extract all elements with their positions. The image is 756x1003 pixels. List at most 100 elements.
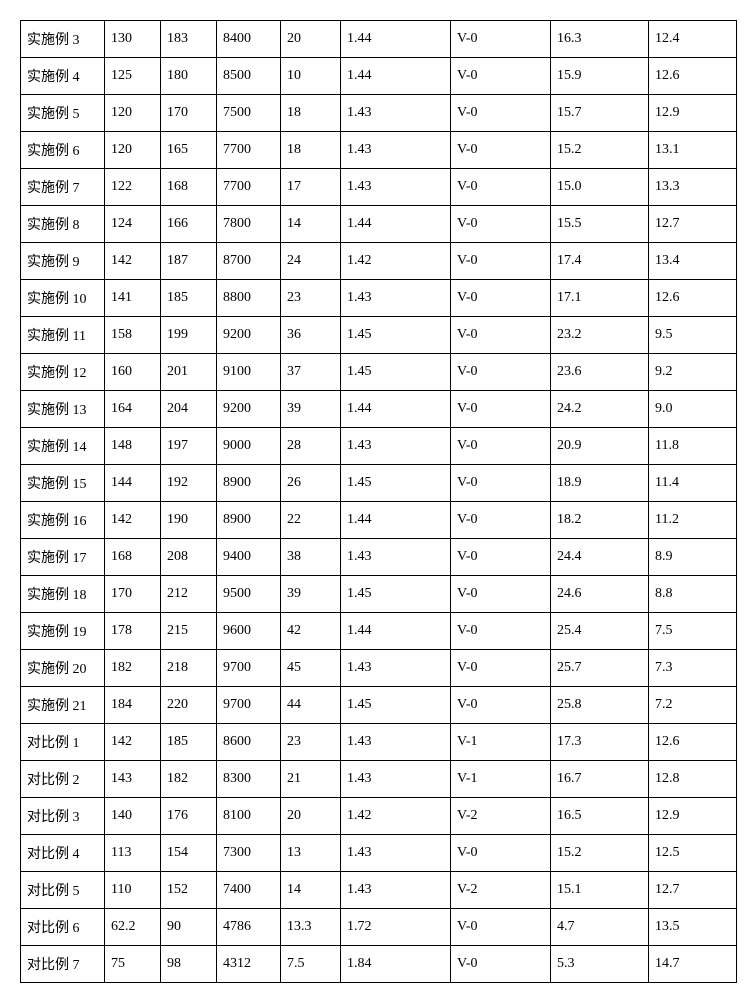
table-cell: 110	[105, 872, 161, 909]
table-cell: 11.4	[649, 465, 737, 502]
table-cell: 168	[161, 169, 217, 206]
table-cell: 28	[281, 428, 341, 465]
table-cell: 17	[281, 169, 341, 206]
table-cell: V-0	[451, 280, 551, 317]
table-cell: 37	[281, 354, 341, 391]
table-cell: 1.44	[341, 206, 451, 243]
table-cell: 13.3	[281, 909, 341, 946]
table-cell: 154	[161, 835, 217, 872]
table-cell: V-0	[451, 539, 551, 576]
table-cell: 7700	[217, 169, 281, 206]
table-row: 实施例 171682089400381.43V-024.48.9	[21, 539, 737, 576]
table-cell: 24.2	[551, 391, 649, 428]
table-cell: 1.45	[341, 465, 451, 502]
table-cell: 1.43	[341, 132, 451, 169]
table-cell: 7700	[217, 132, 281, 169]
table-cell: 24	[281, 243, 341, 280]
data-table: 实施例 31301838400201.44V-016.312.4实施例 4125…	[20, 20, 737, 983]
table-cell: 18	[281, 95, 341, 132]
table-cell: 8800	[217, 280, 281, 317]
table-cell: 1.43	[341, 169, 451, 206]
table-cell: 144	[105, 465, 161, 502]
table-cell: 9000	[217, 428, 281, 465]
table-cell: 199	[161, 317, 217, 354]
table-cell: 180	[161, 58, 217, 95]
table-cell: 9500	[217, 576, 281, 613]
table-row: 实施例 131642049200391.44V-024.29.0	[21, 391, 737, 428]
table-cell: 44	[281, 687, 341, 724]
table-cell: 39	[281, 391, 341, 428]
table-cell: 25.7	[551, 650, 649, 687]
table-cell: 实施例 10	[21, 280, 105, 317]
table-cell: V-0	[451, 687, 551, 724]
table-cell: 17.1	[551, 280, 649, 317]
table-cell: 9.5	[649, 317, 737, 354]
table-cell: 160	[105, 354, 161, 391]
table-cell: 113	[105, 835, 161, 872]
table-cell: 142	[105, 724, 161, 761]
table-row: 实施例 31301838400201.44V-016.312.4	[21, 21, 737, 58]
table-cell: 75	[105, 946, 161, 983]
table-cell: 164	[105, 391, 161, 428]
table-cell: 17.4	[551, 243, 649, 280]
table-row: 实施例 201822189700451.43V-025.77.3	[21, 650, 737, 687]
table-body: 实施例 31301838400201.44V-016.312.4实施例 4125…	[21, 21, 737, 983]
table-cell: 122	[105, 169, 161, 206]
table-cell: 62.2	[105, 909, 161, 946]
table-cell: 25.8	[551, 687, 649, 724]
table-cell: 对比例 5	[21, 872, 105, 909]
table-cell: 16.3	[551, 21, 649, 58]
table-cell: 12.9	[649, 95, 737, 132]
table-cell: 实施例 3	[21, 21, 105, 58]
table-cell: 实施例 9	[21, 243, 105, 280]
table-cell: 实施例 5	[21, 95, 105, 132]
table-cell: 15.5	[551, 206, 649, 243]
table-cell: 98	[161, 946, 217, 983]
table-cell: 1.43	[341, 539, 451, 576]
table-cell: 实施例 15	[21, 465, 105, 502]
table-cell: 15.7	[551, 95, 649, 132]
table-cell: 实施例 7	[21, 169, 105, 206]
table-cell: 23.2	[551, 317, 649, 354]
table-cell: 1.84	[341, 946, 451, 983]
table-row: 实施例 181702129500391.45V-024.68.8	[21, 576, 737, 613]
table-cell: 1.43	[341, 280, 451, 317]
table-cell: 204	[161, 391, 217, 428]
table-row: 实施例 191782159600421.44V-025.47.5	[21, 613, 737, 650]
table-cell: 7.5	[281, 946, 341, 983]
table-cell: 18.9	[551, 465, 649, 502]
table-cell: V-0	[451, 576, 551, 613]
table-cell: 190	[161, 502, 217, 539]
table-cell: 220	[161, 687, 217, 724]
table-cell: 1.43	[341, 95, 451, 132]
table-cell: V-0	[451, 909, 551, 946]
table-cell: 15.2	[551, 835, 649, 872]
table-cell: V-0	[451, 391, 551, 428]
table-row: 对比例 31401768100201.42V-216.512.9	[21, 798, 737, 835]
table-cell: 9.2	[649, 354, 737, 391]
table-cell: 对比例 2	[21, 761, 105, 798]
table-cell: 对比例 1	[21, 724, 105, 761]
table-cell: 实施例 12	[21, 354, 105, 391]
table-cell: 120	[105, 95, 161, 132]
table-cell: 实施例 14	[21, 428, 105, 465]
table-cell: 120	[105, 132, 161, 169]
table-cell: 1.43	[341, 428, 451, 465]
table-cell: 7800	[217, 206, 281, 243]
table-cell: 20	[281, 798, 341, 835]
table-cell: V-0	[451, 354, 551, 391]
table-cell: 142	[105, 502, 161, 539]
table-row: 实施例 121602019100371.45V-023.69.2	[21, 354, 737, 391]
table-cell: 对比例 6	[21, 909, 105, 946]
table-cell: 11.8	[649, 428, 737, 465]
table-cell: 130	[105, 21, 161, 58]
table-cell: 9.0	[649, 391, 737, 428]
table-cell: 170	[161, 95, 217, 132]
table-cell: 36	[281, 317, 341, 354]
table-cell: 192	[161, 465, 217, 502]
table-cell: 12.4	[649, 21, 737, 58]
table-cell: V-0	[451, 650, 551, 687]
table-cell: 7300	[217, 835, 281, 872]
table-cell: 168	[105, 539, 161, 576]
table-cell: 142	[105, 243, 161, 280]
